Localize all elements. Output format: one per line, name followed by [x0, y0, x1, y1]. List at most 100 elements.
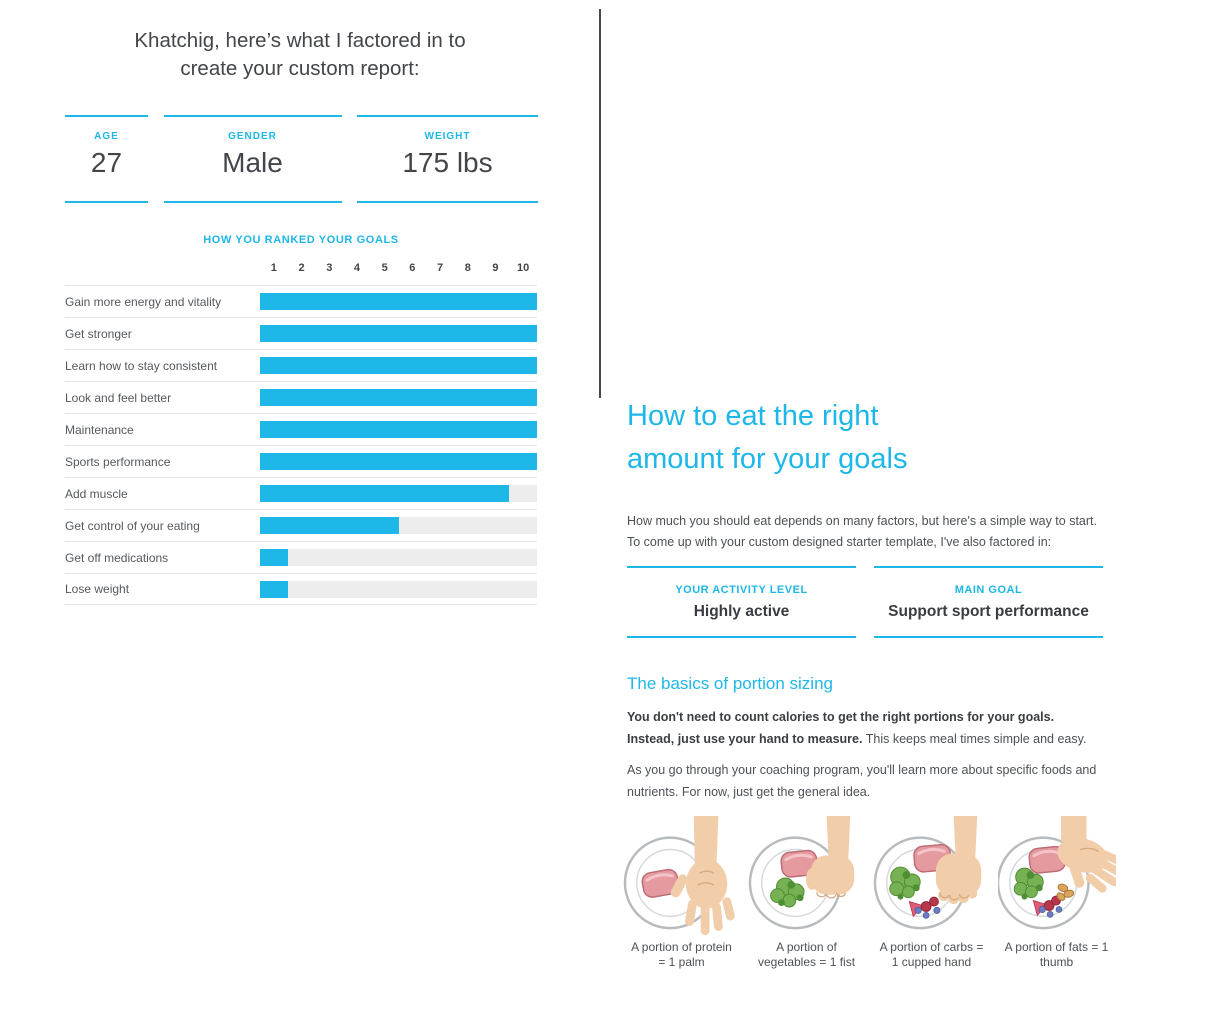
- portion-sizing-heading: The basics of portion sizing: [627, 674, 833, 693]
- scale-tick: 4: [353, 262, 361, 274]
- goal-bar: [260, 517, 399, 534]
- goal-row: Get off medications: [65, 541, 537, 573]
- goal-label: Add muscle: [65, 486, 128, 501]
- stat-activity-label: YOUR ACTIVITY LEVEL: [675, 584, 808, 596]
- goal-label: Get control of your eating: [65, 518, 200, 533]
- goal-label: Sports performance: [65, 454, 171, 469]
- goal-label: Maintenance: [65, 422, 134, 437]
- scale-tick: 9: [492, 262, 499, 274]
- goal-bar: [260, 549, 288, 566]
- goal-row: Add muscle: [65, 477, 537, 509]
- plate-thumb-icon: [997, 816, 1116, 930]
- goal-row: Get stronger: [65, 317, 537, 349]
- stat-age-label: AGE: [94, 131, 119, 142]
- goal-bar-track: [260, 453, 537, 470]
- stat-main-goal: MAIN GOAL Support sport performance: [874, 566, 1103, 638]
- goal-label: Learn how to stay consistent: [65, 358, 218, 373]
- intro-line1: How much you should eat depends on many …: [627, 514, 1097, 528]
- portion-caption-vegetables: A portion of vegetables = 1 fist: [757, 940, 856, 969]
- goals-scale: 1 2 3 4 5 6 7 8 9 10: [260, 262, 537, 274]
- scale-tick: 5: [381, 262, 388, 274]
- goal-stats-row: YOUR ACTIVITY LEVEL Highly active MAIN G…: [627, 566, 1103, 638]
- portion-caption-protein: A portion of protein = 1 palm: [631, 940, 732, 969]
- stat-age-value: 27: [90, 147, 123, 178]
- scale-tick: 8: [464, 262, 471, 274]
- goal-bar: [260, 421, 537, 438]
- goal-row: Look and feel better: [65, 381, 537, 413]
- goal-bar: [260, 293, 537, 310]
- eating-guide-column: How to eat the right amount for your goa…: [623, 0, 1116, 1010]
- portion-caption-fats: A portion of fats = 1 thumb: [1004, 940, 1109, 969]
- goal-label: Lose weight: [65, 582, 130, 596]
- stat-activity-value: Highly active: [693, 603, 790, 620]
- scale-tick: 2: [298, 262, 305, 274]
- stat-age: AGE 27: [65, 115, 148, 203]
- portion-paragraph-bold: You don't need to count calories to get …: [627, 710, 1055, 746]
- stat-weight-label: WEIGHT: [424, 131, 471, 142]
- intro-line2: To come up with your custom designed sta…: [627, 535, 1052, 549]
- goal-bar-track: [260, 485, 537, 502]
- goal-bar-track: [260, 293, 537, 310]
- section-title-line1: How to eat the right: [627, 400, 879, 432]
- goals-chart-title: HOW YOU RANKED YOUR GOALS: [203, 234, 399, 246]
- stat-weight: WEIGHT 175 lbs: [357, 115, 538, 203]
- portion-caption-carbs: A portion of carbs = 1 cupped hand: [879, 940, 984, 969]
- portion-figure-protein: A portion of protein = 1 palm: [619, 816, 744, 970]
- goal-bar-track: [260, 389, 537, 406]
- scale-tick: 1: [270, 262, 277, 274]
- goal-bar-track: [260, 421, 537, 438]
- portion-figures-row: A portion of protein = 1 palm: [619, 816, 1119, 970]
- goal-label: Get off medications: [65, 550, 169, 565]
- goal-row: Sports performance: [65, 445, 537, 477]
- stat-main-goal-label: MAIN GOAL: [954, 584, 1023, 596]
- goal-bar-track: [260, 580, 537, 598]
- stat-gender: GENDER Male: [163, 115, 342, 203]
- section-title: How to eat the right amount for your goa…: [627, 395, 907, 481]
- goal-label: Gain more energy and vitality: [65, 294, 222, 309]
- goals-chart-rows: Gain more energy and vitality Get stronge…: [65, 285, 537, 605]
- portion-paragraph: You don't need to count calories to get …: [627, 707, 1099, 750]
- goal-bar: [260, 357, 537, 374]
- intro-paragraph: How much you should eat depends on many …: [627, 511, 1097, 553]
- goal-bar: [260, 325, 537, 342]
- goal-bar: [260, 389, 537, 406]
- goal-row: Gain more energy and vitality: [65, 285, 537, 317]
- page-title-line1: Khatchig, here’s what I factored in to: [134, 29, 466, 52]
- goal-row: Lose weight: [65, 573, 537, 605]
- goal-bar: [260, 453, 537, 470]
- scale-tick: 10: [517, 262, 530, 274]
- profile-stats-row: AGE 27 GENDER Male WEIGHT 175 lbs: [65, 115, 538, 203]
- scale-tick: 6: [409, 262, 416, 274]
- goal-row: Get control of your eating: [65, 509, 537, 541]
- portion-paragraph-rest: This keeps meal times simple and easy.: [862, 731, 1087, 746]
- page-title: Khatchig, here’s what I factored in to c…: [60, 27, 540, 83]
- page-title-line2: create your custom report:: [180, 57, 420, 80]
- goal-bar-track: [260, 549, 537, 566]
- stat-main-goal-value: Support sport performance: [888, 603, 1089, 620]
- plate-cupped-hand-icon: [873, 816, 981, 930]
- goal-row: Maintenance: [65, 413, 537, 445]
- program-paragraph: As you go through your coaching program,…: [627, 763, 1097, 799]
- stat-weight-value: 175 lbs: [402, 147, 493, 178]
- section-title-line2: amount for your goals: [627, 443, 908, 475]
- portion-figure-vegetables: A portion of vegetables = 1 fist: [744, 816, 869, 970]
- scale-tick: 7: [437, 262, 444, 274]
- plate-fist-icon: [748, 816, 854, 930]
- goal-row: Learn how to stay consistent: [65, 349, 537, 381]
- scale-tick: 3: [326, 262, 333, 274]
- goal-bar-track: [260, 517, 537, 534]
- goal-bar-track: [260, 357, 537, 374]
- column-divider-line: [599, 9, 601, 398]
- stat-gender-value: Male: [222, 147, 283, 178]
- goal-bar-track: [260, 325, 537, 342]
- portion-figure-carbs: A portion of carbs = 1 cupped hand: [869, 816, 994, 970]
- goal-bar: [260, 580, 288, 598]
- goal-label: Get stronger: [65, 326, 132, 341]
- goal-label: Look and feel better: [65, 390, 172, 405]
- stat-activity-level: YOUR ACTIVITY LEVEL Highly active: [627, 566, 856, 638]
- portion-figure-fats: A portion of fats = 1 thumb: [994, 816, 1119, 970]
- plate-palm-icon: [623, 816, 735, 936]
- factors-column: Khatchig, here’s what I factored in to c…: [0, 0, 600, 1010]
- stat-gender-label: GENDER: [228, 131, 277, 142]
